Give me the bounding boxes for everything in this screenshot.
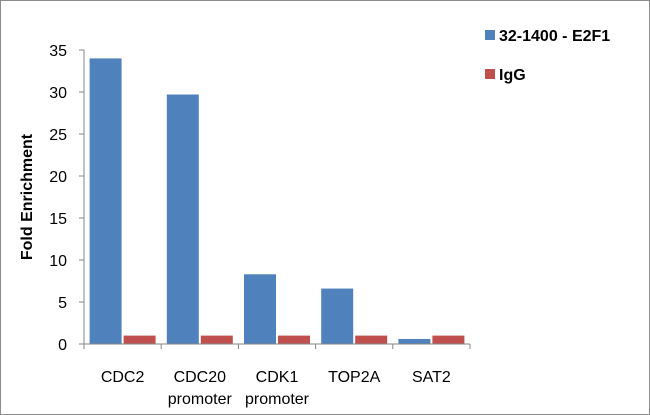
bar bbox=[166, 94, 199, 345]
x-tick-label-line: promoter bbox=[168, 391, 233, 408]
x-tick-label: TOP2A bbox=[328, 369, 381, 386]
x-tick-label: CDK1 promoter bbox=[245, 369, 310, 408]
x-tick-label: SAT2 bbox=[412, 369, 451, 386]
y-tick-label: 5 bbox=[58, 295, 67, 312]
legend-swatch bbox=[485, 30, 495, 40]
x-tick-label-line: TOP2A bbox=[328, 369, 381, 386]
x-tick-label-line: CDC20 bbox=[174, 369, 227, 386]
bar bbox=[398, 338, 431, 344]
x-tick-label-line: SAT2 bbox=[412, 369, 451, 386]
bar bbox=[244, 274, 276, 344]
bar bbox=[432, 335, 465, 344]
y-tick-label: 0 bbox=[58, 337, 67, 354]
x-tick-label-line: promoter bbox=[245, 391, 310, 408]
bar bbox=[278, 335, 310, 344]
y-tick-label: 10 bbox=[49, 253, 67, 270]
x-tick-label: CDC2 bbox=[101, 369, 145, 386]
y-tick-label: 30 bbox=[49, 85, 67, 102]
y-tick-label: 25 bbox=[49, 127, 67, 144]
bar bbox=[200, 335, 233, 344]
bar bbox=[123, 335, 156, 344]
bar bbox=[89, 58, 122, 345]
x-tick-label-line: CDC2 bbox=[101, 369, 145, 386]
legend-swatch bbox=[485, 69, 495, 79]
legend-label: IgG bbox=[499, 67, 526, 84]
bar bbox=[321, 288, 354, 344]
x-tick-label: CDC20 promoter bbox=[168, 369, 233, 408]
legend-label: 32-1400 - E2F1 bbox=[499, 28, 610, 45]
y-tick-label: 20 bbox=[49, 169, 67, 186]
bar bbox=[355, 335, 388, 344]
y-tick-label: 15 bbox=[49, 211, 67, 228]
y-axis-label: Fold Enrichment bbox=[19, 133, 36, 260]
y-tick-label: 35 bbox=[49, 43, 67, 60]
x-tick-label-line: CDK1 bbox=[256, 369, 299, 386]
